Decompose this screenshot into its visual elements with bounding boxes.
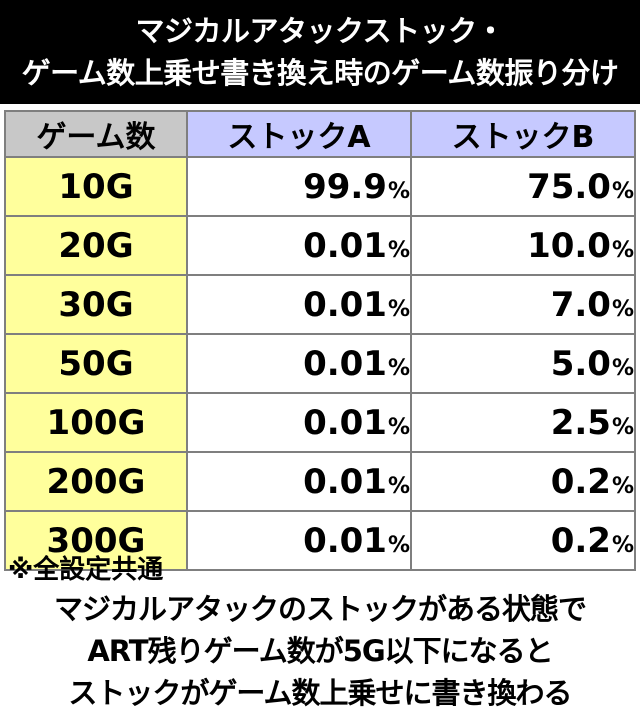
percent-unit: % — [611, 237, 634, 263]
table-row: 20G 0.01% 10.0% — [4, 215, 636, 276]
percent-unit: % — [387, 414, 410, 440]
percent-value: 99.9 — [303, 166, 387, 207]
percent-value: 7.0 — [550, 284, 611, 325]
title-banner: マジカルアタックストック・ ゲーム数上乗せ書き換え時のゲーム数振り分け — [0, 0, 640, 104]
percent-value: 75.0 — [527, 166, 611, 207]
stock-a-cell: 0.01% — [186, 215, 412, 276]
note-line: マジカルアタックのストックがある状態で — [53, 592, 587, 626]
stock-b-cell: 0.2% — [410, 510, 636, 571]
note-line: ストックがゲーム数上乗せに書き換わる — [68, 676, 572, 710]
page-title-line-2: ゲーム数上乗せ書き換え時のゲーム数振り分け — [21, 56, 619, 90]
percent-unit: % — [611, 178, 634, 204]
percent-value: 5.0 — [550, 343, 611, 384]
games-cell: 10G — [4, 156, 188, 217]
stock-a-cell: 0.01% — [186, 392, 412, 453]
stock-a-cell: 0.01% — [186, 274, 412, 335]
stock-b-cell: 10.0% — [410, 215, 636, 276]
table-row: 30G 0.01% 7.0% — [4, 274, 636, 335]
table-row: 300G 0.01% 0.2% — [4, 510, 636, 571]
games-cell: 300G — [4, 510, 188, 571]
stock-a-cell: 99.9% — [186, 156, 412, 217]
games-cell: 50G — [4, 333, 188, 394]
percent-value: 0.01 — [303, 520, 387, 561]
percent-unit: % — [387, 473, 410, 499]
table-body: 10G 99.9% 75.0% 20G 0.01% 10.0% 30G 0.01% 7.0% 50… — [4, 156, 636, 571]
table-header-row: ゲーム数 ストックA ストックB — [4, 110, 636, 158]
percent-value: 0.01 — [303, 402, 387, 443]
percent-unit: % — [387, 296, 410, 322]
games-cell: 200G — [4, 451, 188, 512]
stock-a-cell: 0.01% — [186, 510, 412, 571]
column-header-stock-b: ストックB — [410, 110, 636, 158]
table-row: 10G 99.9% 75.0% — [4, 156, 636, 217]
distribution-table: ゲーム数 ストックA ストックB 10G 99.9% 75.0% 20G 0.01% 10… — [4, 110, 636, 571]
games-cell: 30G — [4, 274, 188, 335]
note-line: ART残りゲーム数が5G以下になると — [87, 634, 553, 668]
table-row: 50G 0.01% 5.0% — [4, 333, 636, 394]
stock-b-cell: 2.5% — [410, 392, 636, 453]
percent-value: 0.2 — [550, 520, 611, 561]
table-row: 100G 0.01% 2.5% — [4, 392, 636, 453]
percent-unit: % — [611, 414, 634, 440]
stock-a-cell: 0.01% — [186, 333, 412, 394]
percent-value: 0.01 — [303, 225, 387, 266]
percent-unit: % — [611, 473, 634, 499]
percent-unit: % — [387, 532, 410, 558]
percent-unit: % — [387, 355, 410, 381]
page-title-line-1: マジカルアタックストック・ — [135, 14, 505, 48]
stock-b-cell: 75.0% — [410, 156, 636, 217]
column-header-stock-a: ストックA — [186, 110, 412, 158]
column-header-games: ゲーム数 — [4, 110, 188, 158]
note-heading: ※全設定共通 — [8, 555, 164, 585]
table-row: 200G 0.01% 0.2% — [4, 451, 636, 512]
percent-value: 0.01 — [303, 284, 387, 325]
percent-value: 0.01 — [303, 343, 387, 384]
percent-value: 0.01 — [303, 461, 387, 502]
stock-b-cell: 5.0% — [410, 333, 636, 394]
stock-b-cell: 0.2% — [410, 451, 636, 512]
percent-unit: % — [611, 355, 634, 381]
percent-value: 2.5 — [550, 402, 611, 443]
percent-unit: % — [611, 532, 634, 558]
percent-unit: % — [387, 178, 410, 204]
percent-value: 0.2 — [550, 461, 611, 502]
percent-unit: % — [387, 237, 410, 263]
games-cell: 20G — [4, 215, 188, 276]
percent-value: 10.0 — [527, 225, 611, 266]
games-cell: 100G — [4, 392, 188, 453]
stock-b-cell: 7.0% — [410, 274, 636, 335]
stock-a-cell: 0.01% — [186, 451, 412, 512]
percent-unit: % — [611, 296, 634, 322]
notes-section: ※全設定共通 マジカルアタックのストックがある状態で ART残りゲーム数が5G以… — [0, 552, 640, 714]
